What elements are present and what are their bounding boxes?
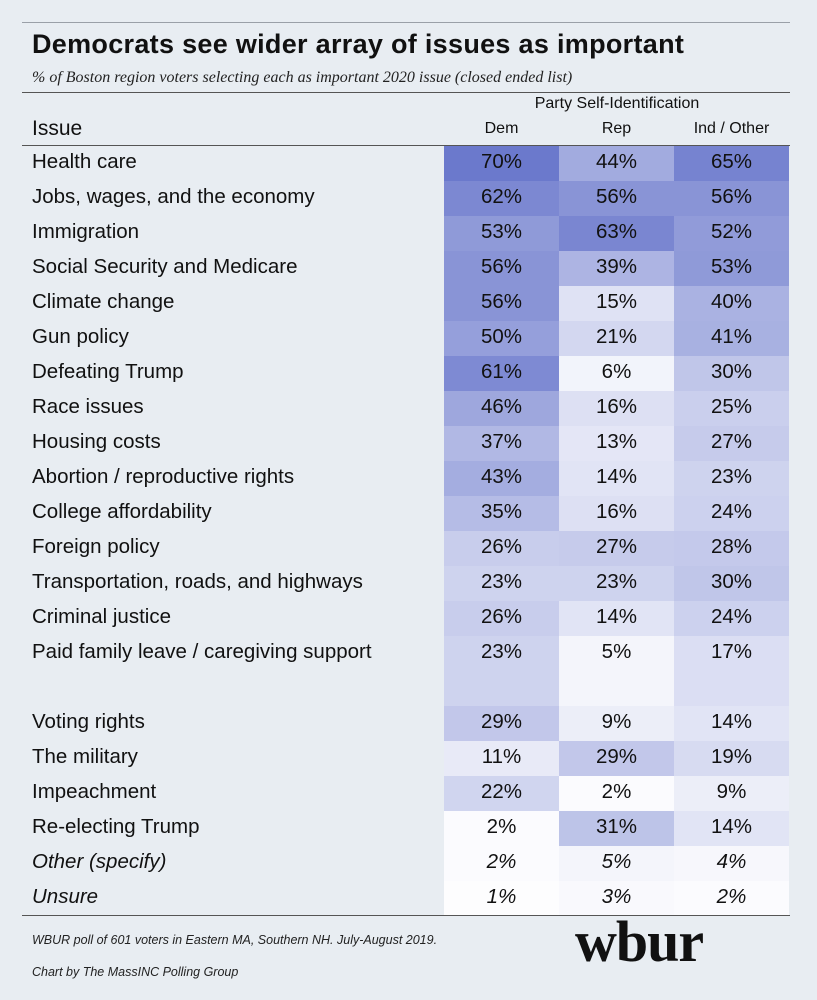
heatmap-cell: 23% <box>444 636 559 706</box>
heatmap-cell: 53% <box>674 251 789 286</box>
heatmap-cell: 56% <box>674 181 789 216</box>
row-label: Unsure <box>32 885 99 908</box>
heatmap-cell: 63% <box>559 216 674 251</box>
issue-column-header: Issue <box>32 117 83 140</box>
credit-note: Chart by The MassINC Polling Group <box>32 965 239 979</box>
row-label: Housing costs <box>32 430 161 453</box>
row-label: Voting rights <box>32 710 145 733</box>
heatmap-cell: 16% <box>559 496 674 531</box>
heatmap-cell: 56% <box>444 251 559 286</box>
heatmap-cell: 11% <box>444 741 559 776</box>
heatmap-cell: 26% <box>444 531 559 566</box>
party-label: Party Self-Identification <box>534 95 700 112</box>
heatmap-cell: 30% <box>674 356 789 391</box>
row-label: Immigration <box>32 220 140 243</box>
heatmap-cell: 50% <box>444 321 559 356</box>
row-label: Defeating Trump <box>32 360 184 383</box>
row-label: Criminal justice <box>32 605 171 628</box>
heatmap-cell: 61% <box>444 356 559 391</box>
source-note: WBUR poll of 601 voters in Eastern MA, S… <box>32 933 438 947</box>
row-label: Abortion / reproductive rights <box>32 465 295 488</box>
heatmap-cell: 9% <box>674 776 789 811</box>
heatmap-cell: 13% <box>559 426 674 461</box>
row-label: Race issues <box>32 395 144 418</box>
heatmap-cell: 19% <box>674 741 789 776</box>
column-header-dem: Dem <box>484 120 519 137</box>
heatmap-cell: 16% <box>559 391 674 426</box>
heatmap-cell: 26% <box>444 601 559 636</box>
row-label: Impeachment <box>32 780 157 803</box>
header-rule <box>22 145 790 146</box>
heatmap-cell: 25% <box>674 391 789 426</box>
heatmap-cell: 44% <box>559 146 674 181</box>
row-label: Transportation, roads, and highways <box>32 570 363 593</box>
heatmap-cell: 70% <box>444 146 559 181</box>
heatmap-cell: 53% <box>444 216 559 251</box>
row-label: Paid family leave / caregiving support <box>32 640 372 663</box>
heatmap-cell: 14% <box>559 461 674 496</box>
heatmap-cell: 43% <box>444 461 559 496</box>
row-label: Re-electing Trump <box>32 815 200 838</box>
heatmap-cell: 5% <box>559 636 674 706</box>
heatmap-cell: 30% <box>674 566 789 601</box>
heatmap-cell: 27% <box>559 531 674 566</box>
heatmap-cell: 21% <box>559 321 674 356</box>
heatmap-cell: 40% <box>674 286 789 321</box>
heatmap-cell: 29% <box>444 706 559 741</box>
row-label: Other (specify) <box>32 850 167 873</box>
row-label: Social Security and Medicare <box>32 255 298 278</box>
heatmap-cell: 17% <box>674 636 789 706</box>
heatmap-cell: 56% <box>559 181 674 216</box>
row-label: College affordability <box>32 500 212 523</box>
heatmap-cell: 23% <box>444 566 559 601</box>
heatmap-cell: 14% <box>559 601 674 636</box>
heatmap-cell: 2% <box>559 776 674 811</box>
row-label: The military <box>32 745 138 768</box>
heatmap-cell: 56% <box>444 286 559 321</box>
heatmap-cell: 37% <box>444 426 559 461</box>
heatmap-cell: 1% <box>444 881 559 916</box>
heatmap-cell: 52% <box>674 216 789 251</box>
heatmap-cell: 6% <box>559 356 674 391</box>
heatmap-cell: 22% <box>444 776 559 811</box>
chart-title: Democrats see wider array of issues as i… <box>32 29 685 59</box>
row-label: Foreign policy <box>32 535 160 558</box>
column-header-rep: Rep <box>601 120 632 137</box>
heatmap-cell: 29% <box>559 741 674 776</box>
heatmap-cell: 24% <box>674 601 789 636</box>
heatmap-cell: 24% <box>674 496 789 531</box>
heatmap-cell: 23% <box>674 461 789 496</box>
chart-frame: Democrats see wider array of issues as i… <box>22 22 790 979</box>
heatmap-cell: 14% <box>674 811 789 846</box>
wbur-logo: wbur <box>575 909 704 974</box>
column-header-ind-other: Ind / Other <box>693 120 770 137</box>
heatmap-cell: 2% <box>674 881 789 916</box>
heatmap-cell: 39% <box>559 251 674 286</box>
heatmap-cell: 4% <box>674 846 789 881</box>
heatmap-cell: 15% <box>559 286 674 321</box>
heatmap-cell: 23% <box>559 566 674 601</box>
heatmap-cell: 2% <box>444 811 559 846</box>
row-label: Health care <box>32 150 137 173</box>
heatmap-cell: 3% <box>559 881 674 916</box>
row-label: Climate change <box>32 290 175 313</box>
heatmap-cell: 31% <box>559 811 674 846</box>
heatmap-cell: 2% <box>444 846 559 881</box>
heatmap-cell: 62% <box>444 181 559 216</box>
heatmap-cell: 35% <box>444 496 559 531</box>
heatmap-cell: 28% <box>674 531 789 566</box>
heatmap-cell: 41% <box>674 321 789 356</box>
heatmap-cell: 46% <box>444 391 559 426</box>
row-label: Gun policy <box>32 325 129 348</box>
heatmap-cell: 27% <box>674 426 789 461</box>
heatmap-cell: 9% <box>559 706 674 741</box>
bottom-rule <box>22 915 790 916</box>
row-label: Jobs, wages, and the economy <box>32 185 315 208</box>
heatmap-cell: 14% <box>674 706 789 741</box>
subtitle-rule <box>22 92 790 93</box>
heatmap-cell: 5% <box>559 846 674 881</box>
heatmap-cell: 65% <box>674 146 789 181</box>
chart-subtitle: % of Boston region voters selecting each… <box>32 69 573 86</box>
